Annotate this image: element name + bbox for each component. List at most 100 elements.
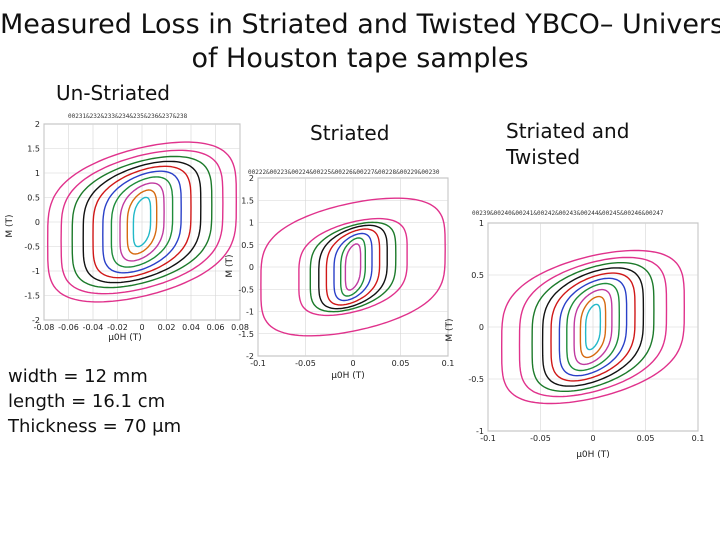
y-tick-label: 0.5 — [471, 271, 484, 280]
x-tick-label: 0.05 — [392, 359, 410, 368]
hysteresis-loop — [132, 196, 152, 248]
x-tick-label: -0.1 — [250, 359, 266, 368]
hysteresis-loop — [566, 282, 620, 372]
hysteresis-loop — [344, 243, 362, 291]
striated-heading: Striated — [310, 121, 390, 145]
y-axis-label: M (T) — [5, 214, 15, 237]
y-tick-label: 0.5 — [241, 241, 254, 250]
hysteresis-loop — [579, 295, 607, 359]
hysteresis-loop — [518, 256, 668, 398]
x-tick-label: 0.05 — [637, 434, 655, 443]
slide-title-line1: Measured Loss in Striated and Twisted YB… — [0, 9, 720, 40]
x-tick-label: -0.05 — [530, 434, 551, 443]
twisted-hysteresis-chart: 00239&00240&00241&00242&00243&00244&0024… — [445, 210, 704, 460]
unstriated-hysteresis-chart: 00231&232&233&234&235&236&237&238 -0.08-… — [5, 113, 249, 343]
x-tick-labels: -0.08 -0.06 -0.04 -0.02 0 0.02 0.04 0.06 0.08 — [34, 323, 249, 332]
y-tick-label: 1.5 — [27, 145, 40, 154]
y-tick-label: -1 — [246, 308, 254, 317]
y-tick-label: 1.5 — [241, 196, 254, 205]
x-tick-label: -0.04 — [83, 323, 104, 332]
x-tick-label: 0.08 — [231, 323, 249, 332]
y-tick-label: 1 — [35, 169, 40, 178]
striated-hysteresis-chart: 00222&00223&00224&00225&00226&00227&0022… — [225, 169, 454, 381]
hysteresis-loop — [82, 160, 202, 284]
y-tick-labels: -2 -1.5 -1 -0.5 0 0.5 1 1.5 2 — [24, 120, 40, 325]
chart-loops — [500, 249, 685, 405]
hysteresis-loop — [541, 267, 645, 387]
chart-header-text: 00231&232&233&234&235&236&237&238 — [68, 113, 188, 120]
twisted-heading-line1: Striated and — [506, 119, 630, 143]
x-tick-label: -0.1 — [480, 434, 496, 443]
spec-length: length = 16.1 cm — [8, 391, 166, 412]
chart-loops — [260, 197, 446, 337]
hysteresis-loop — [584, 303, 602, 351]
y-axis-label: M (T) — [445, 318, 455, 341]
y-tick-label: -0.5 — [238, 285, 254, 294]
hysteresis-loop — [325, 228, 381, 306]
hysteresis-loop — [126, 189, 158, 255]
slide-title-line2: of Houston tape samples — [191, 43, 529, 74]
y-tick-label: -0.5 — [24, 243, 40, 252]
x-tick-label: 0 — [350, 359, 355, 368]
y-tick-label: -2 — [32, 316, 40, 325]
y-tick-label: 0.5 — [27, 194, 40, 203]
hysteresis-loop — [309, 221, 397, 313]
sample-specs: width = 12 mm length = 16.1 cm Thickness… — [8, 364, 181, 439]
spec-thickness: Thickness = 70 μm — [8, 416, 182, 437]
hysteresis-loop — [550, 272, 636, 382]
y-axis-label: M (T) — [225, 254, 235, 277]
hysteresis-loop — [102, 170, 182, 274]
x-tick-label: 0 — [139, 323, 144, 332]
y-tick-label: -1 — [476, 427, 484, 436]
twisted-heading: Striated and Twisted — [506, 118, 629, 170]
hysteresis-loop — [260, 197, 446, 337]
hysteresis-loop — [573, 288, 613, 366]
chart-header-text: 00222&00223&00224&00225&00226&00227&0022… — [248, 169, 440, 176]
y-tick-label: -1.5 — [24, 292, 40, 301]
hysteresis-loop — [333, 232, 373, 302]
x-tick-label: 0.1 — [692, 434, 705, 443]
hysteresis-loop — [531, 262, 655, 393]
twisted-heading-line2: Twisted — [506, 145, 581, 169]
x-tick-label: -0.06 — [58, 323, 79, 332]
y-tick-labels: -2 -1.5 -1 -0.5 0 0.5 1 1.5 2 — [238, 174, 254, 361]
x-tick-label: 0.04 — [182, 323, 200, 332]
x-tick-label: 0.02 — [158, 323, 176, 332]
y-tick-label: 0 — [479, 323, 484, 332]
hysteresis-loop — [71, 155, 213, 289]
y-tick-label: -1 — [32, 267, 40, 276]
x-axis-label: μ0H (T) — [108, 333, 142, 343]
x-axis-label: μ0H (T) — [576, 450, 610, 460]
x-tick-label: 0.1 — [442, 359, 455, 368]
unstriated-heading: Un-Striated — [56, 81, 170, 105]
x-tick-label: 0.06 — [207, 323, 225, 332]
y-tick-label: -0.5 — [468, 375, 484, 384]
hysteresis-loop — [46, 141, 237, 303]
hysteresis-loop — [339, 237, 367, 297]
y-tick-labels: -1 -0.5 0 0.5 1 — [468, 219, 484, 436]
chart-grid — [43, 123, 241, 321]
x-tick-labels: -0.1 -0.05 0 0.05 0.1 — [480, 434, 704, 443]
slide-title: Measured Loss in Striated and Twisted YB… — [0, 8, 720, 76]
y-tick-label: 0 — [249, 263, 254, 272]
hysteresis-loop — [92, 165, 192, 279]
chart-grid — [257, 177, 449, 357]
x-axis-label: μ0H (T) — [331, 371, 365, 381]
x-tick-label: 0 — [590, 434, 595, 443]
spec-width: width = 12 mm — [8, 366, 148, 387]
hysteresis-loop — [119, 182, 165, 262]
y-tick-label: 2 — [249, 174, 254, 183]
hysteresis-loop — [558, 277, 628, 377]
y-tick-label: -1.5 — [238, 330, 254, 339]
hysteresis-loop — [318, 224, 388, 310]
x-tick-labels: -0.1 -0.05 0 0.05 0.1 — [250, 359, 454, 368]
hysteresis-loop — [298, 217, 408, 317]
y-tick-label: 1 — [249, 219, 254, 228]
x-tick-label: -0.08 — [34, 323, 55, 332]
chart-header-text: 00239&00240&00241&00242&00243&00244&0024… — [472, 210, 664, 217]
x-tick-label: -0.05 — [295, 359, 316, 368]
y-tick-label: -2 — [246, 352, 254, 361]
hysteresis-loop — [60, 149, 224, 295]
x-tick-label: -0.02 — [107, 323, 128, 332]
y-tick-label: 0 — [35, 218, 40, 227]
